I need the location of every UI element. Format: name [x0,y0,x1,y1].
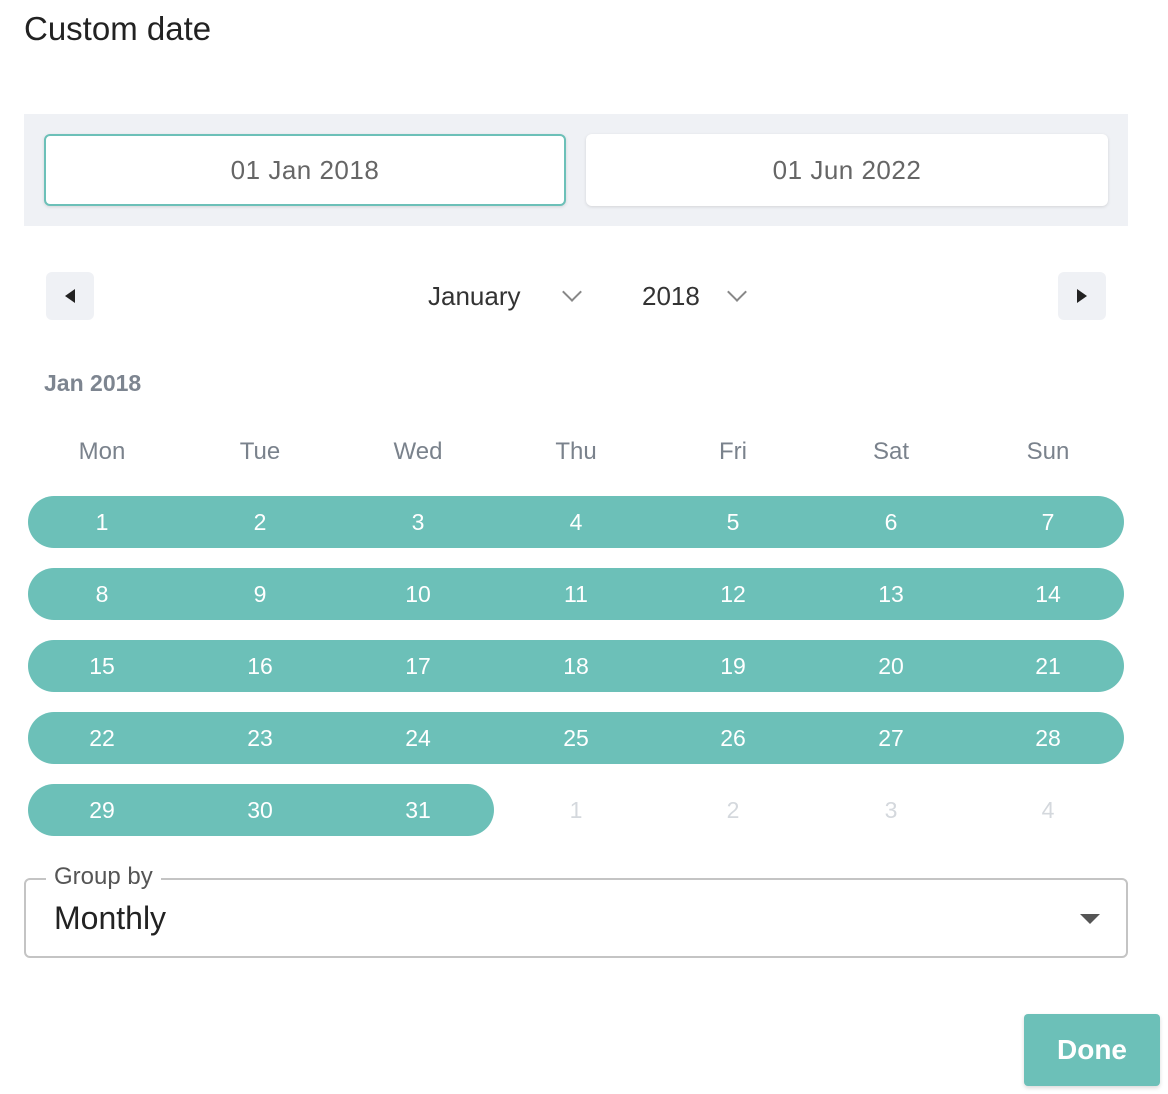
month-select-value: January [428,280,521,311]
calendar-day[interactable]: 15 [89,653,115,679]
dialog-title: Custom date [24,10,212,47]
calendar-day-outside-month[interactable]: 4 [1041,797,1055,823]
calendar-day[interactable]: 31 [405,797,431,823]
date-range-panel: 01 Jan 2018 01 Jun 2022 [24,114,1128,226]
calendar-day[interactable]: 5 [726,509,740,535]
calendar-day[interactable]: 2 [253,509,267,535]
year-select[interactable]: 2018 [642,274,747,318]
calendar-day[interactable]: 26 [720,725,746,751]
calendar-day[interactable]: 6 [884,509,898,535]
calendar-day[interactable]: 1 [95,509,109,535]
calendar-day[interactable]: 19 [720,653,746,679]
triangle-right-icon [1077,289,1087,303]
calendar-day[interactable]: 10 [405,581,431,607]
calendar-day[interactable]: 7 [1041,509,1055,535]
calendar-day[interactable]: 29 [89,797,115,823]
year-select-value: 2018 [642,280,700,311]
next-month-button[interactable] [1058,272,1106,320]
group-by-value: Monthly [54,900,167,936]
weekday-label: Fri [719,438,747,465]
calendar-day[interactable]: 16 [247,653,273,679]
calendar-day[interactable]: 21 [1035,653,1061,679]
calendar-day[interactable]: 8 [95,581,109,607]
calendar-day[interactable]: 9 [253,581,267,607]
selected-range-band [28,712,1124,764]
calendar-day[interactable]: 17 [405,653,431,679]
weekday-label: Mon [78,438,126,465]
weekday-label: Thu [555,438,597,465]
calendar-day[interactable]: 24 [405,725,431,751]
weekday-label: Tue [239,438,281,465]
chevron-down-icon [561,282,582,302]
calendar-day[interactable]: 23 [247,725,273,751]
chevron-down-icon [726,282,747,302]
calendar-day[interactable]: 28 [1035,725,1061,751]
calendar-day-outside-month[interactable]: 3 [884,797,898,823]
calendar-day[interactable]: 20 [878,653,904,679]
calendar-day[interactable]: 3 [411,509,425,535]
caret-down-icon [1080,914,1100,924]
calendar-day[interactable]: 11 [564,581,588,607]
calendar-day-outside-month[interactable]: 1 [569,797,583,823]
start-date-field[interactable]: 01 Jan 2018 [44,134,566,206]
weekday-label: Sun [1026,438,1070,465]
end-date-field[interactable]: 01 Jun 2022 [586,134,1108,206]
calendar-month-label: Jan 2018 [44,370,142,396]
calendar-day[interactable]: 18 [563,653,589,679]
weekday-label: Sat [872,438,910,465]
calendar-day[interactable]: 12 [720,581,746,607]
calendar-day[interactable]: 14 [1035,581,1061,607]
group-by-label: Group by [46,863,161,891]
selected-range-band [28,640,1124,692]
triangle-left-icon [65,289,75,303]
calendar-day[interactable]: 22 [89,725,115,751]
weekday-label: Wed [393,438,443,465]
calendar-day-outside-month[interactable]: 2 [726,797,740,823]
selected-range-band [28,568,1124,620]
calendar-day[interactable]: 4 [569,509,583,535]
done-button[interactable]: Done [1024,1014,1160,1086]
selected-range-band [28,784,494,836]
calendar-day[interactable]: 27 [878,725,904,751]
calendar-day[interactable]: 30 [247,797,273,823]
calendar-day[interactable]: 13 [878,581,904,607]
group-by-select[interactable]: Group by Monthly [24,863,1128,958]
calendar-day[interactable]: 25 [563,725,589,751]
month-select[interactable]: January [428,274,582,318]
previous-month-button[interactable] [46,272,94,320]
selected-range-band [28,496,1124,548]
